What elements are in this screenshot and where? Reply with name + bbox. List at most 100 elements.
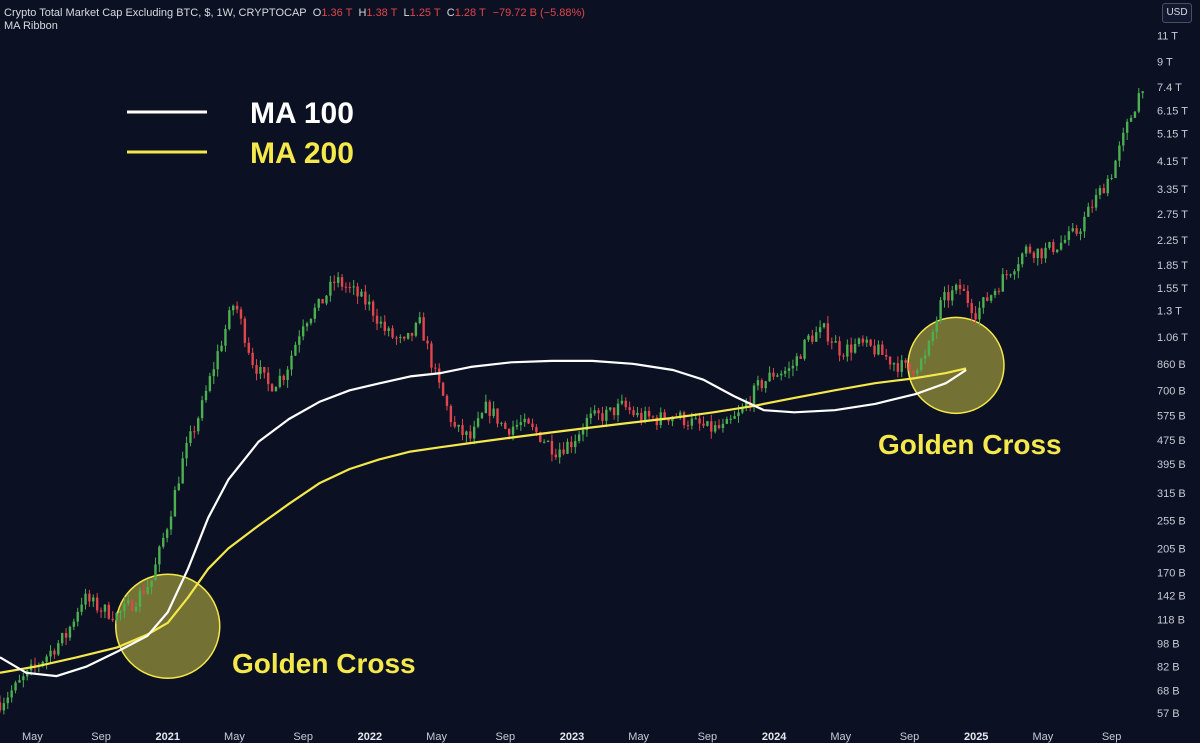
candle-body [162,537,165,547]
candle-body [997,290,1001,292]
candle-body [488,401,491,416]
x-tick-label: 2021 [156,731,180,743]
candle-body [539,432,542,443]
candle-body [1063,239,1067,243]
candle-body [212,369,215,377]
candle-body [912,370,915,374]
candle-body [1075,228,1078,234]
candle-body [1052,242,1055,253]
annotations: Golden Cross Golden Cross [232,429,1062,679]
candle-body [57,643,60,655]
candle-body [846,344,849,357]
candle-body [33,664,37,666]
open-value: 1.36 T [321,7,353,19]
candle-body [892,363,896,365]
candle-body [853,344,857,353]
candle-body [791,365,795,369]
candle-body [1059,242,1063,250]
candle-body [768,372,771,382]
y-tick-label: 2.25 T [1157,235,1188,247]
candle-body [916,370,919,374]
y-tick-label: 315 B [1157,488,1186,500]
candle-body [1024,246,1028,254]
y-tick-label: 1.3 T [1157,306,1182,318]
high-value: 1.38 T [366,7,398,19]
legend: MA 100 MA 200 [127,97,354,170]
candle-body [663,412,666,420]
candle-body [1040,248,1043,259]
candle-body [406,332,410,339]
candle-body [612,407,616,416]
y-tick-label: 57 B [1157,708,1180,720]
candle-body [255,365,258,374]
candle-body [519,422,523,425]
candle-body [834,341,837,343]
candle-body [884,354,888,357]
candle-body [558,449,561,458]
candle-body [737,412,740,417]
candle-body [263,367,266,373]
candle-body [640,412,643,421]
candle-body [204,390,208,401]
currency-button[interactable]: USD [1162,3,1192,23]
candle-body [869,339,872,346]
candle-body [877,344,880,355]
candle-body [807,335,810,340]
open-label: O [312,7,322,19]
candle-body [181,458,184,484]
candle-body [881,344,884,355]
candle-body [900,360,903,372]
candle-body [861,338,865,343]
x-tick-label: Sep [495,731,515,743]
candle-body [1044,247,1047,259]
candle-body [943,292,946,301]
x-tick-label: Sep [293,731,313,743]
highlight-layer [115,316,1005,679]
candle-body [585,418,589,431]
candle-body [60,633,64,644]
candle-body [1114,160,1117,178]
candle-body [364,291,367,305]
x-tick-label: May [830,731,851,743]
candle-body [966,290,970,304]
candle-body [10,690,13,698]
candle-body [317,298,320,308]
candle-body [99,610,103,612]
candle-body [200,400,204,419]
x-tick-label: Sep [900,731,920,743]
candle-body [850,344,853,353]
candle-body [103,604,107,612]
x-tick-label: 2023 [560,731,584,743]
candle-body [472,426,476,439]
candle-body [927,340,931,356]
candle-body [1090,206,1094,208]
candle-body [1009,274,1012,276]
candle-body [115,612,118,621]
candle-body [815,332,818,342]
candle-body [469,431,472,439]
candle-body [535,427,538,433]
candle-body [822,323,826,328]
candle-body [970,303,973,314]
candle-body [476,418,480,427]
candle-body [0,702,2,711]
candle-body [270,384,274,392]
candle-body [453,422,456,427]
candle-body [1083,216,1086,232]
candle-body [589,413,592,419]
y-tick-label: 9 T [1157,57,1173,69]
candle-body [752,385,756,407]
candle-body [208,376,212,391]
candle-body [690,418,694,426]
candle-body [523,418,526,423]
candle-body [1125,121,1129,133]
candle-body [655,417,659,426]
candle-body [993,290,997,296]
close-value: 1.28 T [454,7,486,19]
candle-body [383,321,386,331]
indicator-label[interactable]: MA Ribbon [4,20,58,32]
candle-body [741,407,744,413]
low-value: 1.25 T [409,7,441,19]
x-tick-label: May [628,731,649,743]
